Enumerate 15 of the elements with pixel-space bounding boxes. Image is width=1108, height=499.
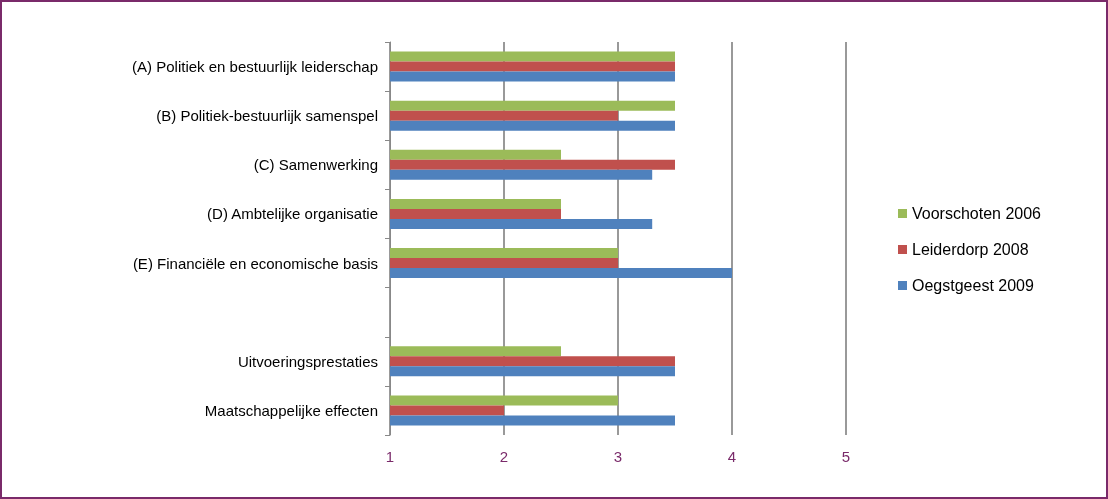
legend-label: Voorschoten 2006	[912, 205, 1042, 222]
x-tick-label: 4	[727, 448, 737, 465]
y-tick-label: (E) Financiële en economische basis	[132, 254, 378, 272]
x-tick-label: 5	[841, 448, 851, 465]
legend-label: Leiderdorp 2008	[912, 241, 1029, 258]
legend-label: Oegstgeest 2009	[912, 277, 1034, 294]
x-tick-label: 3	[613, 448, 623, 465]
y-tick-label: (A) Politiek en bestuurlijk leiderschap	[132, 58, 378, 76]
x-tick-label: 2	[499, 448, 509, 465]
x-tick-label: 1	[385, 448, 395, 465]
y-tick-label: Uitvoeringsprestaties	[237, 352, 378, 370]
y-tick-label: (C) Samenwerking	[253, 156, 378, 174]
y-tick-label: (B) Politiek-bestuurlijk samenspel	[156, 107, 378, 125]
y-tick-label: (D) Ambtelijke organisatie	[207, 205, 378, 223]
y-tick-label: Maatschappelijke effecten	[204, 401, 378, 419]
